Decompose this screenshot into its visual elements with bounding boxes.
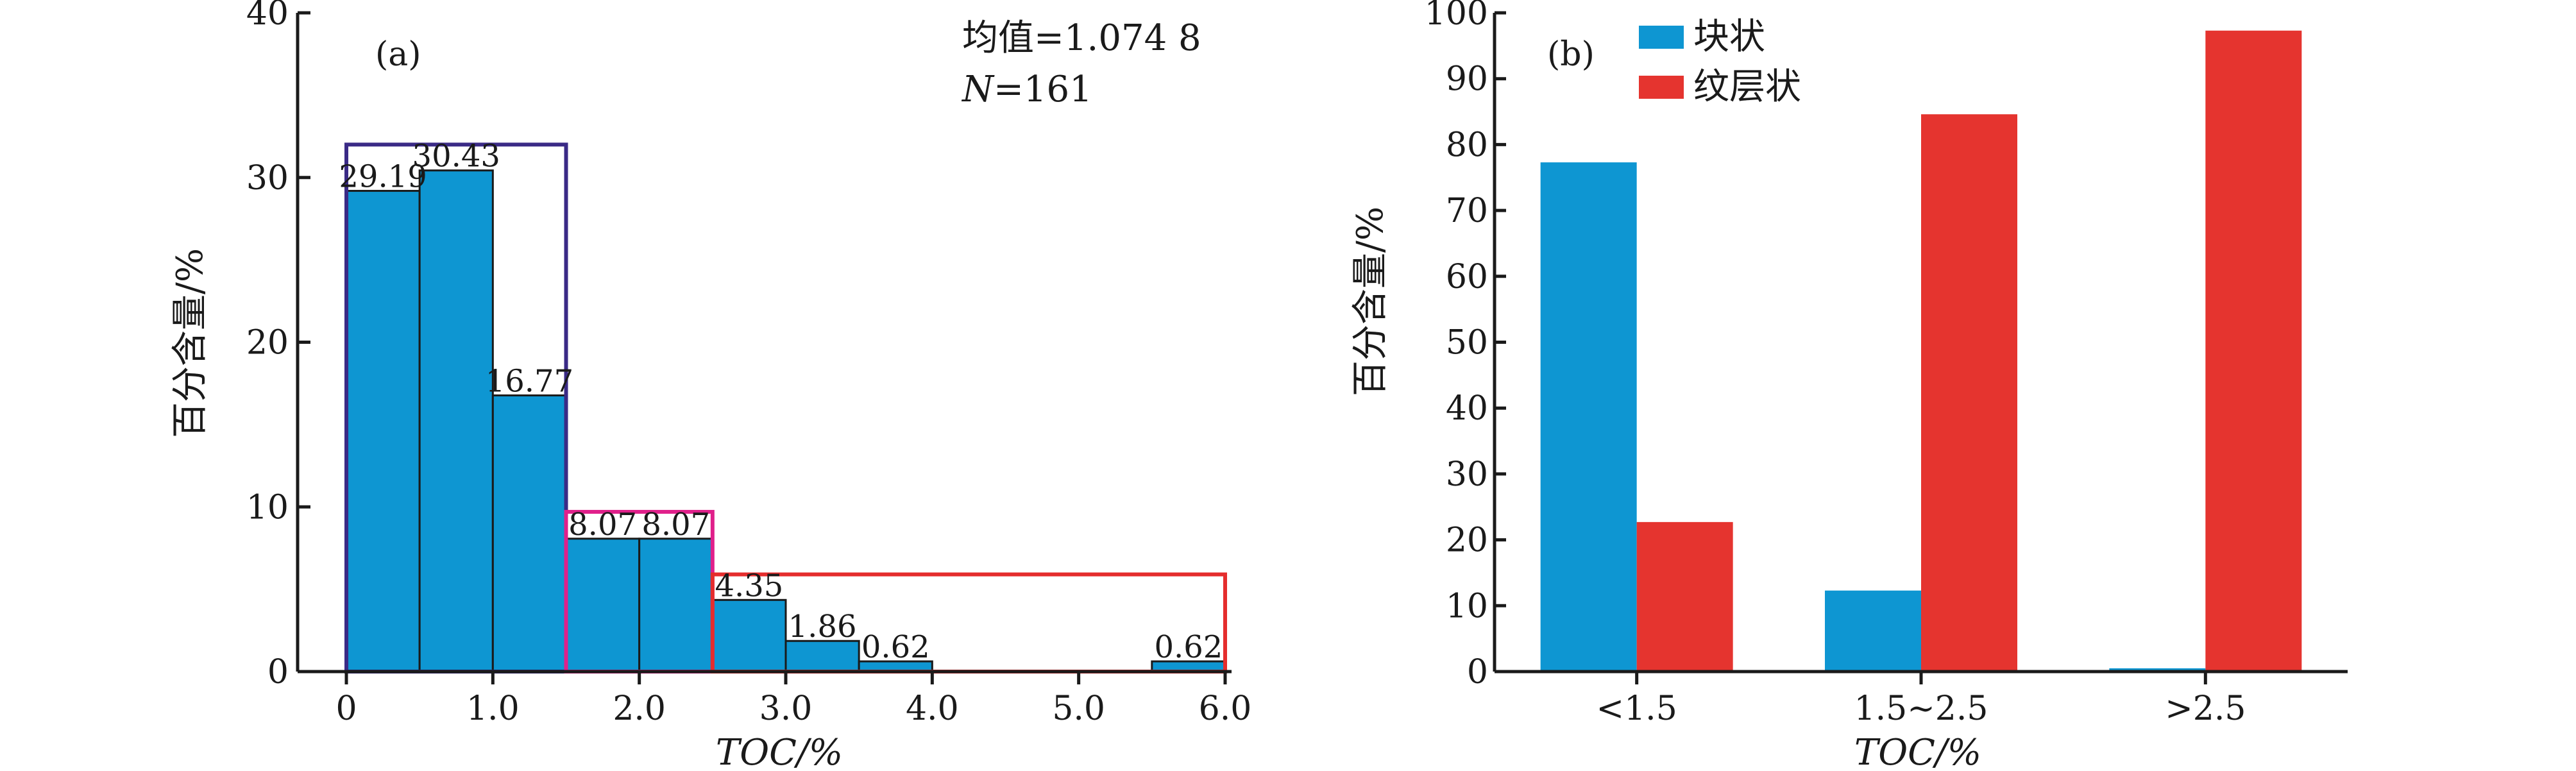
grouped-bar	[1540, 162, 1637, 672]
panel-b-y-tick-label: 70	[1446, 192, 1488, 230]
bar-value-label: 4.35	[715, 568, 783, 604]
panel-b-y-tick-label: 30	[1446, 455, 1488, 494]
panel-a-x-axis-title: TOC/%	[716, 732, 843, 771]
grouped-bar	[1825, 590, 1921, 672]
legend-swatch	[1639, 76, 1684, 99]
panel-a-bars	[345, 169, 1226, 673]
grouped-bar	[1921, 114, 2017, 672]
panel-b-y-axis-title: 百分含量/%	[1350, 207, 1391, 396]
panel-a-x-tick-label: 5.0	[1052, 690, 1105, 728]
bar-value-label: 29.19	[339, 159, 427, 195]
panel-b-label: (b)	[1547, 35, 1595, 74]
bar-value-label: 30.43	[412, 139, 500, 174]
panel-a-axes: 0 10 20 30 40 0 1.0 2.0 3.0 4.0 5.0 6.0	[246, 0, 1252, 728]
grouped-bar	[2205, 30, 2302, 672]
panel-a-x-tick-label: 0	[335, 690, 357, 728]
panel-a-y-tick-label: 20	[246, 324, 289, 362]
bar-value-label: 8.07	[568, 507, 637, 543]
panel-b-category-label: 1.5~2.5	[1854, 690, 1988, 728]
grouped-bar	[2109, 668, 2206, 672]
panel-a-y-tick-label: 40	[246, 0, 289, 33]
mean-label: 均值	[962, 17, 1034, 59]
panel-b-bars	[1540, 30, 2302, 672]
panel-b-x-axis-title: TOC/%	[1854, 732, 1981, 771]
legend-entry-label: 纹层状	[1693, 66, 1801, 108]
legend-swatch	[1639, 26, 1684, 49]
panel-b-category-label: <1.5	[1597, 690, 1677, 728]
panel-b-y-tick-label: 80	[1446, 126, 1488, 164]
panel-b-category-label: >2.5	[2165, 690, 2246, 728]
panel-b-y-tick-label: 60	[1446, 258, 1488, 296]
panel-a-x-tick-label: 2.0	[613, 690, 666, 728]
histogram-bar	[491, 394, 567, 673]
bar-value-label: 0.62	[1154, 629, 1223, 665]
panel-a-x-tick-label: 4.0	[906, 690, 959, 728]
panel-a-x-tick-label: 1.0	[466, 690, 520, 728]
panel-b-y-tick-label: 10	[1446, 587, 1488, 625]
panel-b-grouped-bars: <1.5 1.5~2.5 >2.5 0 10 20 30 40 50 60 70 80 90 100 (b…	[1350, 0, 2348, 771]
panel-a-y-tick-label: 10	[246, 488, 289, 527]
bar-value-label: 0.62	[861, 629, 930, 665]
histogram-bar	[784, 640, 860, 673]
sample-count-value: =161	[994, 69, 1092, 110]
histogram-bar	[418, 169, 494, 673]
histogram-bar	[565, 538, 641, 673]
panel-b-y-tick-label: 50	[1446, 324, 1488, 362]
bar-value-label: 16.77	[486, 363, 573, 399]
histogram-bar	[638, 538, 714, 673]
panel-a-y-axis-title: 百分含量/%	[169, 248, 211, 438]
bar-value-label: 8.07	[641, 507, 710, 543]
legend-entry-label: 块状	[1693, 16, 1765, 58]
panel-a-y-tick-label: 0	[267, 653, 289, 691]
grouped-bar	[1636, 521, 1733, 672]
sample-count-annotation: N=161	[961, 69, 1092, 110]
histogram-bar	[345, 190, 421, 673]
panel-b-y-tick-label: 100	[1425, 0, 1488, 33]
histogram-bar	[711, 598, 787, 673]
panel-b-y-tick-label: 0	[1467, 653, 1488, 691]
panel-b-y-tick-label: 90	[1446, 60, 1488, 99]
panel-a-x-tick-label: 3.0	[759, 690, 813, 728]
panel-b-y-tick-label: 20	[1446, 521, 1488, 560]
mean-value: =1.074 8	[1034, 17, 1201, 59]
panel-a-label: (a)	[375, 35, 421, 74]
sample-count-label: N	[961, 69, 995, 110]
panel-a-x-tick-label: 6.0	[1199, 690, 1252, 728]
panel-b-axes: <1.5 1.5~2.5 >2.5 0 10 20 30 40 50 60 70 80 90 100	[1425, 0, 2348, 728]
mean-annotation: 均值=1.074 8	[962, 17, 1201, 59]
bar-value-label: 1.86	[788, 609, 857, 645]
panel-a-y-tick-label: 30	[246, 159, 289, 198]
panel-b-y-tick-label: 40	[1446, 389, 1488, 428]
